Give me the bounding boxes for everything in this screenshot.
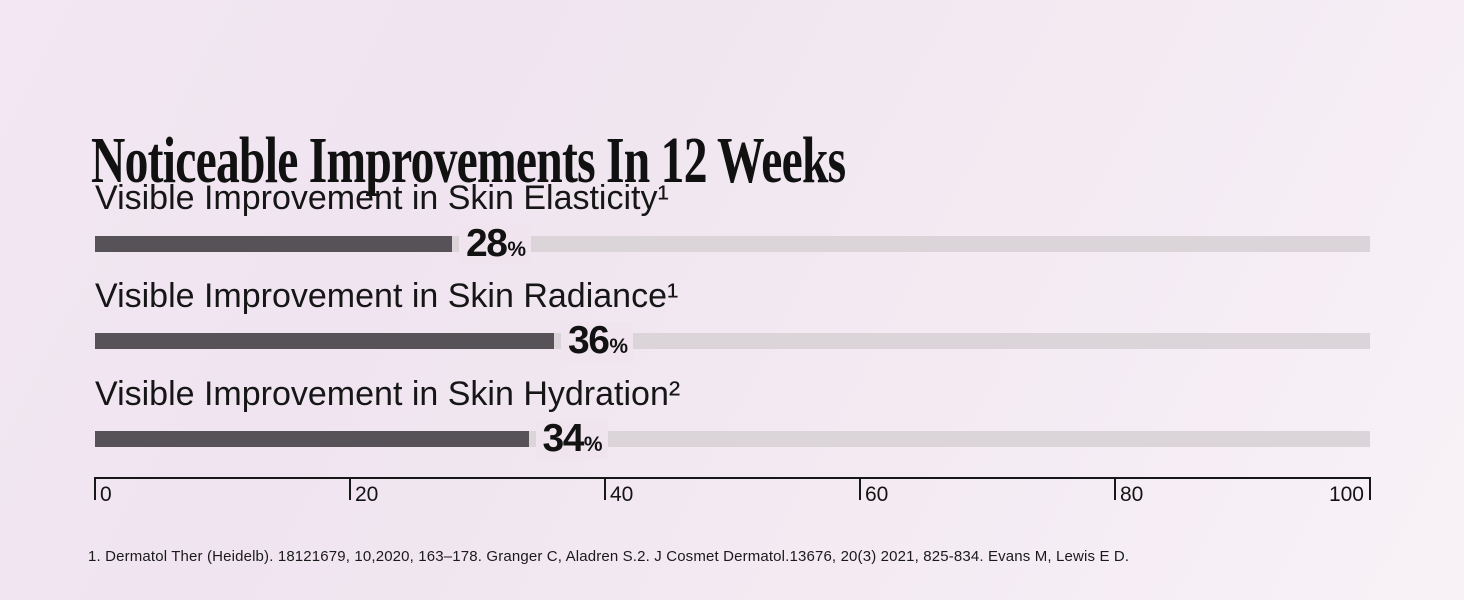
bar-track: 34% — [95, 419, 1370, 459]
tick-label: 80 — [1120, 483, 1144, 506]
bar-fill-skin-hydration — [95, 431, 529, 447]
x-axis: 0 20 40 60 80 100 — [94, 477, 1371, 506]
value-number: 36 — [568, 319, 610, 362]
bar-fill-skin-radiance — [95, 333, 554, 349]
bar-value-skin-hydration: 34% — [535, 417, 608, 460]
value-number: 28 — [466, 222, 508, 265]
tick-mark — [349, 477, 351, 500]
bar-fill-skin-elasticity — [95, 236, 452, 252]
footnote-references: 1. Dermatol Ther (Heidelb). 18121679, 10… — [88, 548, 1130, 565]
bar-track: 36% — [95, 321, 1370, 361]
tick-label: 0 — [100, 483, 112, 506]
tick-mark — [1114, 477, 1116, 500]
tick-mark — [604, 477, 606, 500]
tick-label: 40 — [610, 483, 634, 506]
percent-sign: % — [609, 335, 629, 358]
value-number: 34 — [542, 417, 585, 460]
bar-label-skin-hydration: Visible Improvement in Skin Hydration² — [95, 375, 681, 413]
bar-label-skin-radiance: Visible Improvement in Skin Radiance¹ — [95, 277, 679, 315]
bar-track: 28% — [95, 224, 1370, 264]
bar-value-skin-elasticity: 28% — [459, 222, 532, 265]
tick-mark — [1369, 477, 1371, 500]
tick-mark — [94, 477, 96, 500]
percent-sign: % — [507, 238, 527, 261]
tick-label: 60 — [865, 483, 889, 506]
tick-label: 100 — [1328, 483, 1364, 506]
bar-value-skin-radiance: 36% — [561, 319, 634, 362]
chart-title: Noticeable Improvements In 12 Weeks — [91, 124, 846, 198]
bar-label-skin-elasticity: Visible Improvement in Skin Elasticity¹ — [95, 179, 669, 217]
tick-mark — [859, 477, 861, 500]
percent-sign: % — [583, 433, 603, 456]
tick-label: 20 — [355, 483, 379, 506]
